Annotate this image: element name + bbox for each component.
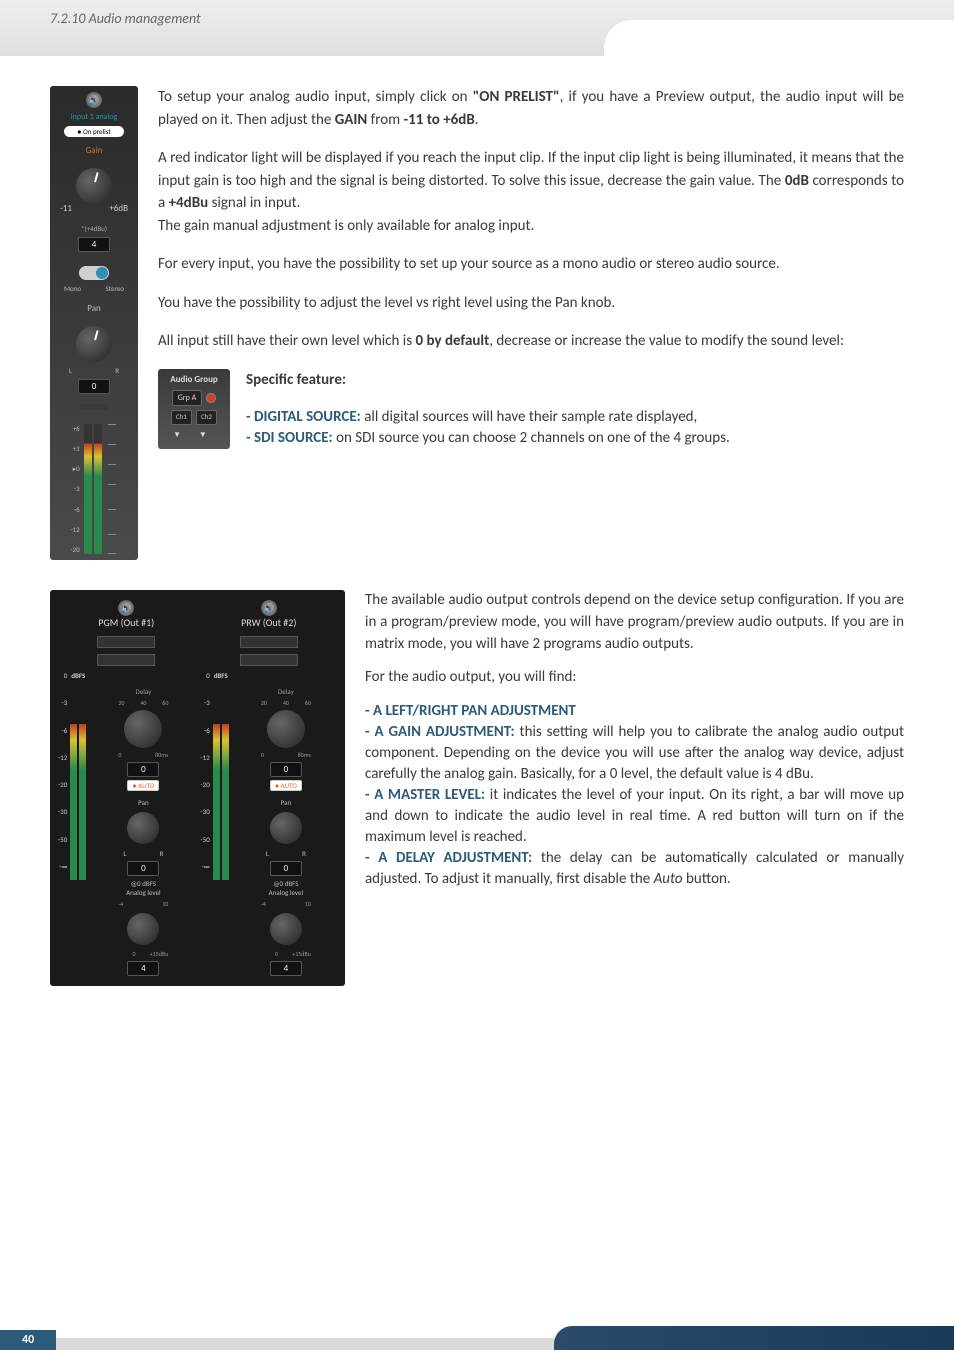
pan-adjustment-label: A LEFT/RIGHT PAN ADJUSTMENT <box>373 702 576 720</box>
level-slot <box>240 654 298 666</box>
analog-gain-value[interactable]: 4 <box>270 961 302 976</box>
analog-gain-value[interactable]: 4 <box>127 961 159 976</box>
dbfs-label: dBFS <box>214 671 228 680</box>
digital-source-label: DIGITAL SOURCE: <box>254 408 361 426</box>
gain-adjustment-label: A GAIN ADJUSTMENT: <box>375 723 515 741</box>
output-pan-knob[interactable] <box>127 812 159 844</box>
page-footer: 40 <box>0 1310 954 1350</box>
delay-value[interactable]: 0 <box>270 762 302 777</box>
input-meter-scale: +6 +3 ▸0 -3 -6 -12 -20 <box>70 424 79 554</box>
gain-label: Gain <box>86 145 103 156</box>
gain-max: +6dB <box>109 203 128 214</box>
input-panel: 🔊 Input 1 analog ● On prelist Gain 0* -1… <box>50 86 138 560</box>
divider <box>79 404 109 410</box>
audio-group-title: Audio Group <box>170 373 218 387</box>
pan-label: Pan <box>281 798 292 807</box>
output-panel: 🔊 PGM (Out #1) 0 -3 -6 -12 -20 -30 -50 <box>50 590 345 986</box>
group-selector[interactable]: Grp A <box>172 390 202 406</box>
chevron-down-icon[interactable]: ▼ ▼ <box>173 429 215 441</box>
output-meter <box>213 680 229 880</box>
gain-knob[interactable] <box>76 168 112 204</box>
gain-knob-area: 0* -11 +6dB <box>60 160 128 220</box>
body-text: To setup your analog audio input, simply… <box>158 86 904 560</box>
on-prelist-button[interactable]: ● On prelist <box>64 126 124 137</box>
delay-label: Delay <box>278 687 294 696</box>
pan-label: Pan <box>138 798 149 807</box>
pan-knob[interactable] <box>76 326 112 362</box>
group-indicator <box>206 393 216 403</box>
speaker-icon: 🔊 <box>118 600 134 616</box>
output-scale: 0 -3 -6 -12 -20 -30 -50 -∞ <box>58 671 67 871</box>
page-number: 40 <box>0 1330 56 1350</box>
pan-value[interactable]: 0 <box>78 379 110 394</box>
pgm-title: PGM (Out #1) <box>98 616 154 629</box>
pan-label: Pan <box>87 303 101 314</box>
level-slot <box>97 654 155 666</box>
ch1-button[interactable]: Ch1 <box>171 410 192 425</box>
level-slot <box>97 636 155 648</box>
master-level-label: A MASTER LEVEL: <box>374 786 485 804</box>
input-label: Input 1 analog <box>71 112 118 122</box>
level-slot <box>240 636 298 648</box>
delay-adjustment-label: A DELAY ADJUSTMENT: <box>378 849 532 867</box>
stereo-label: Stereo <box>106 284 125 293</box>
delay-knob[interactable] <box>124 710 162 748</box>
output-body-text: The available audio output controls depe… <box>365 590 904 986</box>
prw-title: PRW (Out #2) <box>241 616 296 629</box>
auto-button[interactable]: ● AUTO <box>127 780 159 791</box>
auto-button[interactable]: ● AUTO <box>270 780 302 791</box>
pan-l-label: L <box>69 366 72 375</box>
mono-label: Mono <box>64 284 81 293</box>
analog-gain-knob[interactable] <box>127 913 159 945</box>
output-pan-value[interactable]: 0 <box>270 861 302 876</box>
gain-min: -11 <box>60 203 72 214</box>
output-pan-value[interactable]: 0 <box>127 861 159 876</box>
level-meter <box>84 424 102 554</box>
mono-stereo-toggle[interactable] <box>64 266 124 280</box>
specific-feature-title: Specific feature: <box>246 371 346 389</box>
delay-knob[interactable] <box>267 710 305 748</box>
sdi-source-label: SDI SOURCE: <box>254 429 333 447</box>
prw-column: 🔊 PRW (Out #2) 0 -3 -6 -12 -20 -30 -50 <box>201 600 338 976</box>
gain-value[interactable]: 4 <box>78 237 110 252</box>
delay-label: Delay <box>135 687 151 696</box>
analog-level-label: @0 dBFSAnalog level <box>269 879 304 897</box>
section-title: 7.2.10 Audio management <box>50 10 904 27</box>
page-header: 7.2.10 Audio management <box>0 0 954 56</box>
audio-group-panel: Audio Group Grp A Ch1 Ch2 ▼ ▼ <box>158 369 230 450</box>
speaker-icon: 🔊 <box>261 600 277 616</box>
pan-r-label: R <box>115 366 119 375</box>
output-pan-knob[interactable] <box>270 812 302 844</box>
analog-gain-knob[interactable] <box>270 913 302 945</box>
ch2-button[interactable]: Ch2 <box>196 410 217 425</box>
dbfs-label: dBFS <box>71 671 85 680</box>
pgm-column: 🔊 PGM (Out #1) 0 -3 -6 -12 -20 -30 -50 <box>58 600 195 976</box>
gain-subtext: *(+4dBu) <box>81 224 107 233</box>
analog-level-label: @0 dBFSAnalog level <box>126 879 161 897</box>
output-scale: 0 -3 -6 -12 -20 -30 -50 -∞ <box>201 671 210 871</box>
delay-value[interactable]: 0 <box>127 762 159 777</box>
output-meter <box>70 680 86 880</box>
speaker-icon: 🔊 <box>86 92 102 108</box>
